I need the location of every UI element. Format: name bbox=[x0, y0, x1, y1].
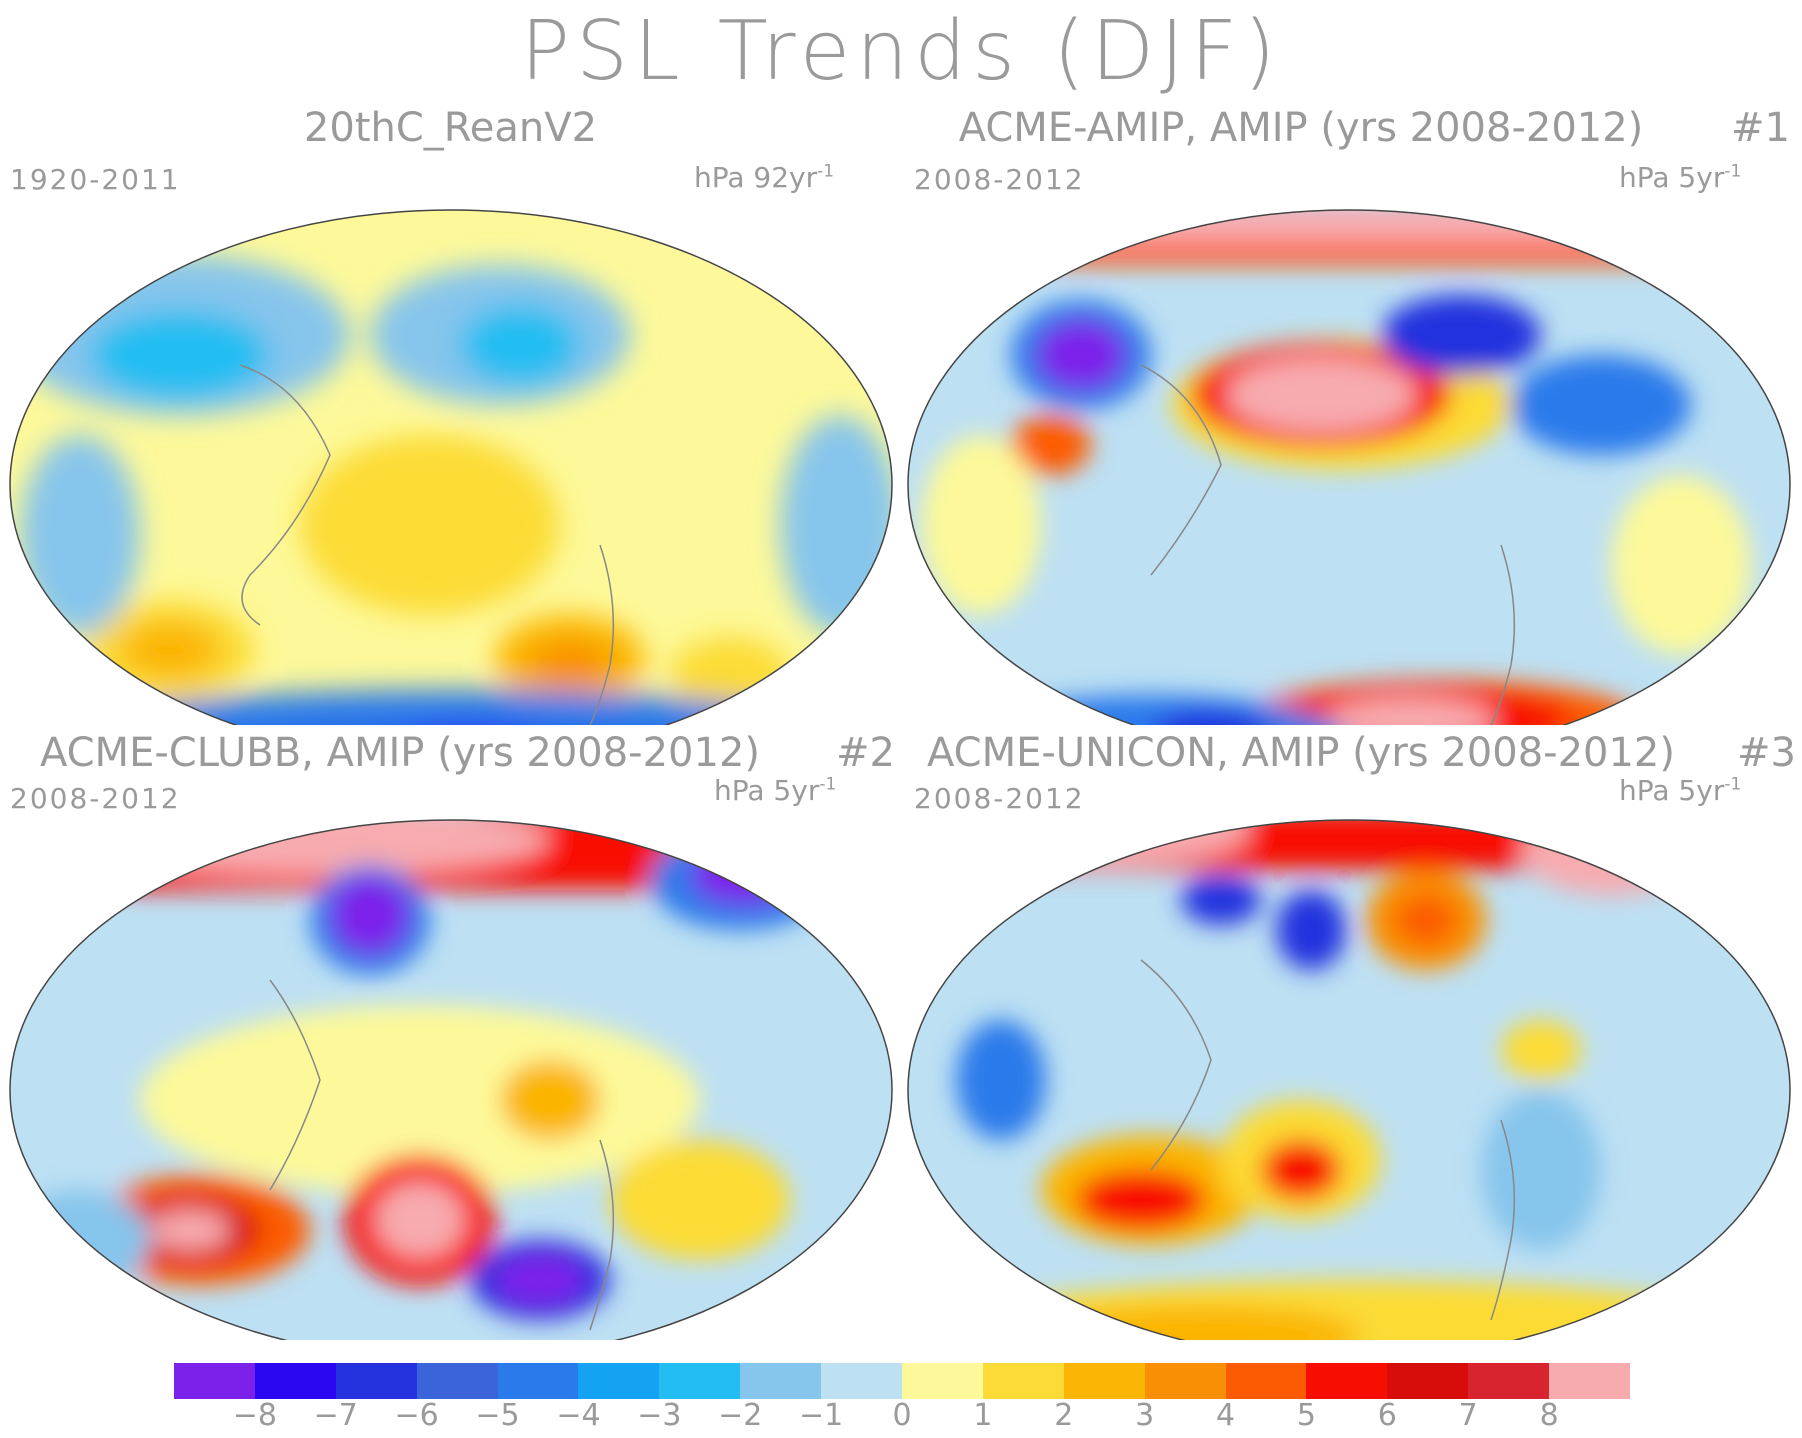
trend-map bbox=[9, 209, 893, 725]
colorbar-tick-label: −2 bbox=[718, 1398, 763, 1433]
colorbar-tick-label: 1 bbox=[973, 1398, 993, 1433]
contour-field bbox=[10, 820, 830, 1320]
colorbar-cell bbox=[1306, 1363, 1388, 1399]
colorbar-cell bbox=[1468, 1363, 1550, 1399]
period-label: 2008-2012 bbox=[914, 163, 1085, 196]
figure-title: PSL Trends (DJF) bbox=[520, 4, 1282, 99]
map-outline bbox=[907, 209, 1791, 725]
field-background bbox=[908, 820, 1790, 1340]
colorbar-tick-label: 4 bbox=[1216, 1398, 1236, 1433]
trend-map bbox=[907, 209, 1791, 725]
panel-number: #2 bbox=[836, 730, 895, 776]
colorbar-cell bbox=[416, 1363, 498, 1399]
panel-title: ACME-CLUBB, AMIP (yrs 2008-2012) bbox=[39, 730, 761, 776]
contour-field bbox=[10, 255, 892, 725]
trend-map bbox=[907, 819, 1791, 1340]
colorbar-cell bbox=[821, 1363, 903, 1399]
colorbar-cell bbox=[335, 1363, 417, 1399]
units-label: hPa 92yr-1 bbox=[694, 161, 835, 194]
colorbar-cell bbox=[659, 1363, 741, 1399]
map-panel-acme-unicon: ACME-UNICON, AMIP (yrs 2008-2012) #3 200… bbox=[901, 720, 1802, 1340]
colorbar-tick-label: −8 bbox=[232, 1398, 277, 1433]
panel-title: 20thC_ReanV2 bbox=[303, 105, 598, 151]
panel-number: #3 bbox=[1737, 730, 1796, 776]
colorbar-tick-labels: −8 −7 −6 −5 −4 −3 −2 −1 0 1 2 3 4 5 6 7 8 bbox=[0, 1398, 1802, 1438]
colorbar-tick-label: −5 bbox=[475, 1398, 520, 1433]
colorbar-tick-label: 7 bbox=[1458, 1398, 1478, 1433]
colorbar-cell bbox=[1387, 1363, 1469, 1399]
colorbar-tick-label: 8 bbox=[1539, 1398, 1559, 1433]
colorbar-tick-label: −1 bbox=[798, 1398, 844, 1433]
panel-number: #1 bbox=[1731, 105, 1790, 151]
colorbar-cell bbox=[578, 1363, 660, 1399]
map-outline bbox=[9, 209, 893, 725]
colorbar-cell bbox=[1144, 1363, 1226, 1399]
colorbar-cell bbox=[982, 1363, 1064, 1399]
colorbar-cell bbox=[254, 1363, 336, 1399]
colorbar-tick-label: 3 bbox=[1135, 1398, 1155, 1433]
map-panel-acme-clubb: ACME-CLUBB, AMIP (yrs 2008-2012) #2 2008… bbox=[0, 720, 901, 1340]
colorbar-tick-label: −6 bbox=[394, 1398, 439, 1433]
units-label: hPa 5yr-1 bbox=[1619, 161, 1742, 194]
map-outline bbox=[9, 819, 893, 1340]
colorbar-tick-label: −3 bbox=[637, 1398, 682, 1433]
period-label: 2008-2012 bbox=[914, 782, 1085, 815]
colorbar-cell bbox=[174, 1363, 255, 1399]
colorbar-tick-label: 5 bbox=[1296, 1398, 1316, 1433]
colorbar-cell bbox=[1549, 1363, 1631, 1399]
colorbar-tick-label: 2 bbox=[1054, 1398, 1074, 1433]
colorbar-tick-label: −4 bbox=[556, 1398, 601, 1433]
colorbar bbox=[174, 1363, 1631, 1399]
trend-map bbox=[9, 819, 893, 1340]
colorbar-tick-label: 0 bbox=[892, 1398, 912, 1433]
colorbar-cell bbox=[1063, 1363, 1145, 1399]
colorbar-cell bbox=[740, 1363, 822, 1399]
period-label: 2008-2012 bbox=[10, 782, 181, 815]
panel-title: ACME-UNICON, AMIP (yrs 2008-2012) bbox=[927, 730, 1675, 776]
colorbar-cell bbox=[902, 1363, 983, 1399]
colorbar-cell bbox=[497, 1363, 579, 1399]
period-label: 1920-2011 bbox=[10, 163, 181, 196]
panel-title: ACME-AMIP, AMIP (yrs 2008-2012) bbox=[958, 105, 1644, 151]
map-panel-acme-amip: ACME-AMIP, AMIP (yrs 2008-2012) #1 2008-… bbox=[901, 105, 1802, 725]
colorbar-tick-label: −7 bbox=[313, 1398, 358, 1433]
map-outline bbox=[907, 819, 1791, 1340]
units-label: hPa 5yr-1 bbox=[714, 774, 837, 807]
colorbar-cell bbox=[1225, 1363, 1307, 1399]
map-panel-reanalysis: 20thC_ReanV2 1920-2011 hPa 92yr-1 bbox=[0, 105, 901, 725]
units-label: hPa 5yr-1 bbox=[1619, 774, 1742, 807]
colorbar-tick-label: 6 bbox=[1377, 1398, 1397, 1433]
